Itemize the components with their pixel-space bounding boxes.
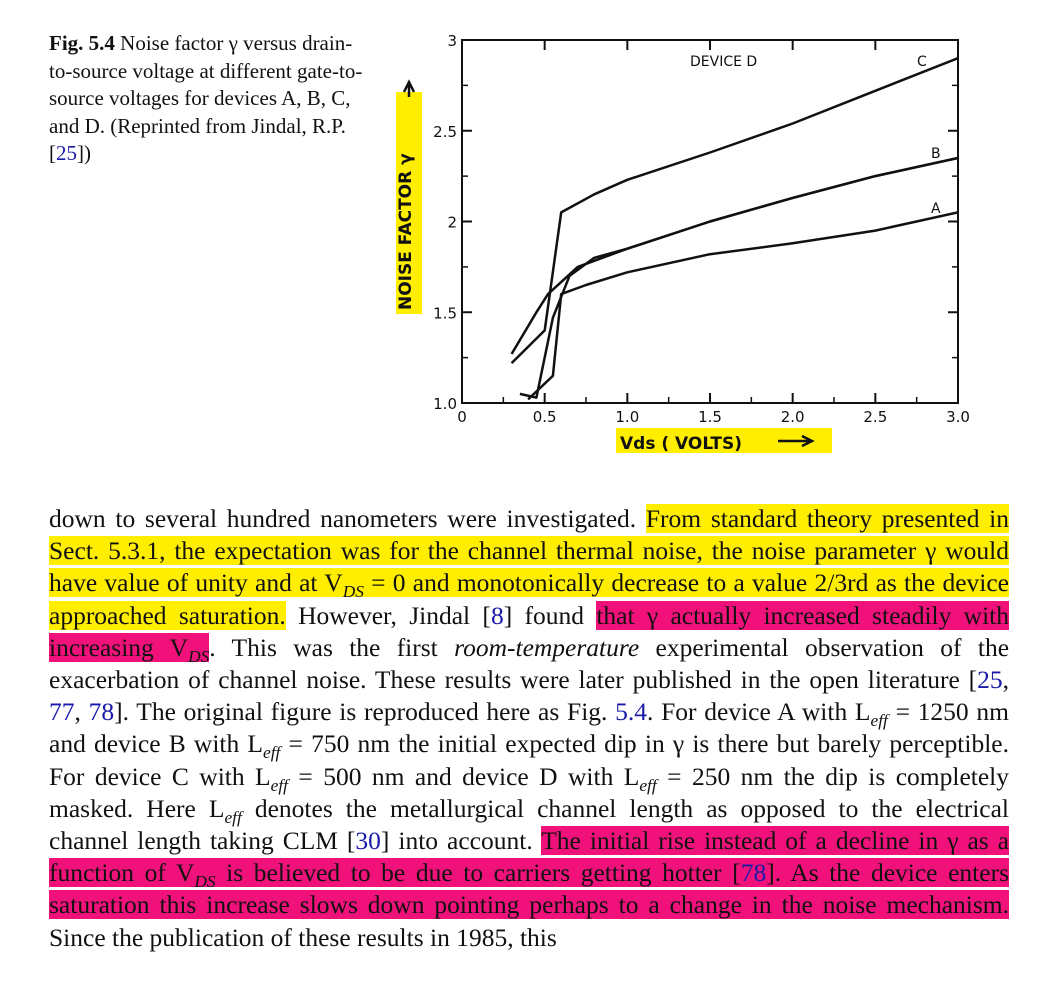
x-tick-label: 2.5 bbox=[863, 408, 887, 426]
citation-link[interactable]: 25 bbox=[977, 665, 1003, 695]
y-arrow-icon bbox=[402, 79, 416, 97]
noise-factor-chart: 0 0.5 1.0 1.5 2.0 2.5 3.0 1.0 1.5 2 2.5 3 NOISE FAC… bbox=[396, 32, 970, 454]
y-tick-label: 1.5 bbox=[433, 304, 457, 322]
series-label-c: C bbox=[917, 54, 927, 70]
caption-text-end: ]) bbox=[77, 141, 91, 165]
text-run: However, Jindal [ bbox=[285, 600, 491, 630]
x-tick-label: 0 bbox=[457, 408, 467, 426]
x-tick-label: 1.0 bbox=[615, 408, 639, 426]
x-tick-label: 1.5 bbox=[698, 408, 722, 426]
x-tick-label: 3.0 bbox=[946, 408, 970, 426]
figure-link[interactable]: 5.4 bbox=[615, 697, 648, 727]
legend-device-label: DEVICE D bbox=[690, 54, 757, 70]
y-tick-label: 1.0 bbox=[433, 395, 457, 413]
citation-link[interactable]: 78 bbox=[88, 697, 115, 727]
series-label-b: B bbox=[931, 146, 941, 162]
x-tick-label: 0.5 bbox=[533, 408, 557, 426]
x-tick-label: 2.0 bbox=[781, 408, 805, 426]
caption-text: Noise factor γ versus drain-to-source vo… bbox=[49, 31, 363, 165]
body-paragraph: down to several hundred nanometers were … bbox=[49, 504, 1010, 952]
y-tick-label: 2.5 bbox=[433, 123, 457, 141]
y-axis-label: NOISE FACTOR γ bbox=[396, 153, 416, 310]
series-line-b bbox=[519, 156, 958, 399]
series-line-a bbox=[527, 211, 958, 401]
text-run: down to several hundred nanometers were … bbox=[49, 504, 646, 533]
y-tick-label: 2 bbox=[447, 214, 457, 232]
figure-label: Fig. 5.4 bbox=[49, 31, 115, 55]
citation-link[interactable]: 77 bbox=[49, 697, 75, 727]
citation-link[interactable]: 8 bbox=[490, 600, 504, 630]
citation-link[interactable]: 25 bbox=[56, 141, 77, 165]
y-tick-label: 3 bbox=[447, 32, 457, 50]
x-arrow-icon bbox=[778, 434, 815, 448]
series-line-c bbox=[510, 57, 958, 364]
figure-caption: Fig. 5.4 Noise factor γ versus drain-to-… bbox=[49, 30, 369, 168]
emphasis: room-temperature bbox=[454, 632, 640, 662]
axis-ticks: 0 0.5 1.0 1.5 2.0 2.5 3.0 1.0 1.5 2 2.5 3 bbox=[433, 32, 970, 426]
ylabel-highlight bbox=[396, 92, 422, 314]
series-line-d bbox=[510, 156, 958, 355]
citation-link[interactable]: 78 bbox=[740, 858, 767, 888]
citation-link[interactable]: 30 bbox=[355, 826, 381, 856]
data-lines bbox=[510, 57, 958, 401]
x-axis-label: Vds ( VOLTS) bbox=[620, 434, 742, 454]
series-label-a: A bbox=[931, 201, 941, 217]
